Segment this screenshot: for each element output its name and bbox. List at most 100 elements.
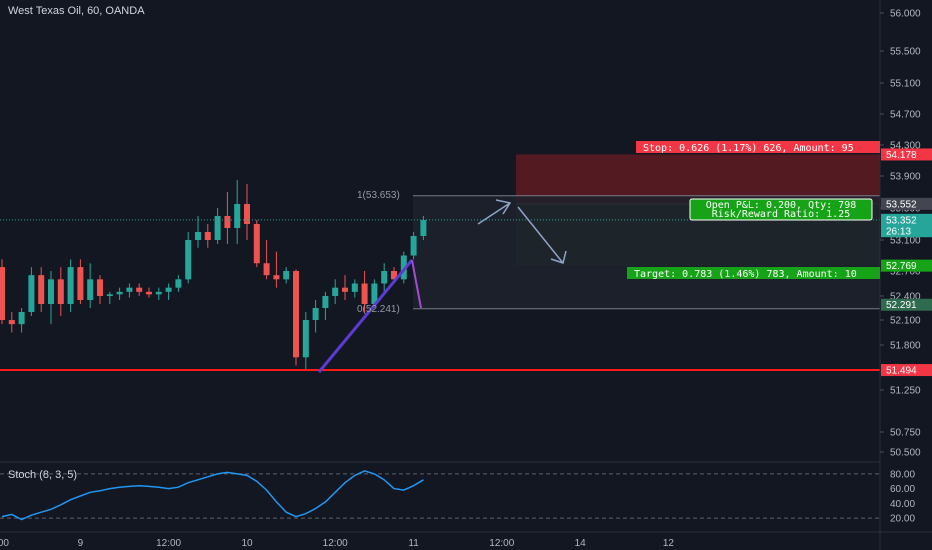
price-tick-label: 55.100: [890, 79, 921, 90]
time-tick-label: 10: [241, 538, 253, 549]
candle-body: [214, 216, 221, 240]
price-tick-label: 51.250: [890, 386, 921, 397]
target-label: Target: 0.783 (1.46%) 783, Amount: 10: [634, 269, 857, 280]
price-tick-label: 51.800: [890, 341, 921, 352]
price-tick-label: 53.900: [890, 172, 921, 183]
price-label-current: [881, 213, 932, 226]
price-label-countdown: [881, 225, 932, 238]
candle-body: [57, 279, 64, 304]
pnl-box[interactable]: [689, 198, 873, 221]
candle-body: [185, 240, 192, 280]
candle-body: [175, 279, 182, 288]
candle-body: [253, 224, 260, 264]
candle-body: [77, 267, 84, 300]
candle-body: [381, 271, 388, 284]
time-tick-label: 9: [78, 538, 84, 549]
price-label-fib0: [881, 298, 932, 311]
stop-label-box[interactable]: [636, 141, 880, 153]
candle-body: [244, 204, 250, 224]
candle-body: [38, 275, 45, 304]
fib-top-label: 1(53.653): [357, 190, 400, 201]
candle-body: [116, 291, 123, 295]
candle-body: [0, 267, 5, 320]
stoch-tick-label: 40.00: [890, 499, 915, 510]
candle-body: [410, 236, 417, 256]
candle-body: [312, 308, 319, 320]
impulse-leg: [317, 259, 414, 373]
price-label-entry: [881, 197, 932, 210]
time-tick-label: 12:00: [323, 538, 348, 549]
level-lines: [0, 219, 880, 372]
arrow-up-head: [495, 199, 512, 215]
price-label-text-stop: 54.178: [886, 150, 917, 161]
symbol-title[interactable]: West Texas Oil, 60, OANDA: [8, 5, 145, 17]
price-label-text-entry: 53.552: [886, 199, 917, 210]
candle-body: [165, 287, 172, 292]
candle-body: [106, 294, 113, 296]
price-label-stop: [881, 148, 932, 161]
stoch-pane: [0, 470, 880, 521]
time-tick-label: 12: [663, 538, 675, 549]
pnl-line2: Risk/Reward Ratio: 1.25: [712, 209, 850, 220]
candle-body: [48, 279, 54, 304]
pullback-leg: [411, 259, 422, 309]
candle-body: [8, 320, 15, 325]
price-tick-label: 52.100: [890, 316, 921, 327]
price-tick-label: 54.300: [890, 141, 921, 152]
pnl-line1: Open P&L: 0.200, Qty: 798: [706, 200, 857, 211]
stoch-title[interactable]: Stoch (8, 3, 5): [8, 469, 77, 481]
price-tick-label: 52.400: [890, 292, 921, 303]
candle-body: [302, 320, 309, 358]
candle-body: [420, 220, 427, 236]
candle-body: [322, 296, 329, 308]
time-tick-label: :00: [0, 538, 9, 549]
candle-body: [293, 271, 299, 358]
candle-body: [371, 283, 378, 304]
candle-body: [224, 216, 231, 228]
fib-bottom-label: 0(52.241): [357, 304, 400, 315]
projection-arrow-down: [517, 206, 564, 264]
candle-body: [155, 291, 162, 295]
candle-body: [351, 283, 358, 292]
price-label-support: [881, 364, 932, 377]
price-label-target: [881, 259, 932, 272]
candle-body: [234, 204, 241, 228]
price-tick-label: 52.700: [890, 267, 921, 278]
time-tick-label: 12:00: [156, 538, 181, 549]
candle-body: [273, 275, 280, 280]
time-axis[interactable]: :00 9 12:00 10 12:00 11 12:00 14 12: [0, 538, 674, 549]
candle-body: [28, 275, 35, 312]
time-tick-label: 14: [575, 538, 587, 549]
candle-body: [18, 312, 25, 325]
price-tick-label: 55.500: [890, 47, 921, 58]
stoch-tick-label: 60.00: [890, 484, 915, 495]
drawings[interactable]: [317, 199, 567, 373]
price-tick-label: 50.500: [890, 448, 921, 459]
price-label-text-fib0: 52.291: [886, 300, 917, 311]
candle-body: [332, 287, 339, 296]
time-tick-label: 12:00: [489, 538, 514, 549]
candle-body: [146, 291, 152, 295]
target-label-box[interactable]: [627, 267, 880, 279]
candle-body: [283, 271, 290, 280]
price-label-text-countdown: 26:13: [886, 227, 911, 238]
candle-body: [87, 279, 94, 300]
candle-body: [342, 287, 348, 292]
candle-body: [263, 263, 270, 276]
time-tick-label: 11: [408, 538, 419, 549]
candles: [0, 180, 427, 370]
stoch-axis: 80.00 60.00 40.00 20.00: [890, 469, 915, 524]
price-tick-label: 56.000: [890, 9, 921, 20]
projection-arrow-up: [477, 202, 511, 225]
arrow-down-head: [550, 250, 567, 264]
candle-body: [136, 287, 143, 292]
stoch-tick-label: 80.00: [890, 469, 915, 480]
candle-body: [97, 279, 103, 296]
price-tick-label: 54.700: [890, 110, 921, 121]
candle-body: [391, 271, 397, 280]
price-label-text-current: 53.352: [886, 215, 917, 226]
candle-body: [67, 267, 74, 304]
price-label-text-support: 51.494: [886, 366, 917, 377]
